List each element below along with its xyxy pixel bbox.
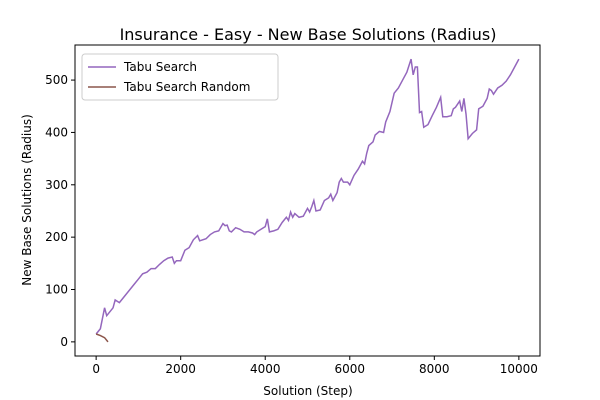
x-tick-label: 2000: [165, 362, 196, 376]
y-tick-label: 100: [45, 283, 68, 297]
legend-label: Tabu Search Random: [123, 80, 250, 94]
y-axis-label: New Base Solutions (Radius): [20, 114, 34, 286]
y-tick-label: 400: [45, 125, 68, 139]
x-tick-label: 6000: [334, 362, 365, 376]
chart-title: Insurance - Easy - New Base Solutions (R…: [120, 25, 497, 44]
y-tick-label: 0: [60, 335, 68, 349]
x-tick-label: 8000: [419, 362, 450, 376]
x-axis-label: Solution (Step): [263, 384, 352, 398]
x-tick-label: 0: [92, 362, 100, 376]
plot-frame: [74, 44, 541, 357]
x-tick-label: 4000: [250, 362, 281, 376]
y-tick-label: 300: [45, 178, 68, 192]
line-series: [95, 58, 520, 335]
legend-label: Tabu Search: [123, 60, 197, 74]
legend-box: [81, 53, 279, 101]
y-tick-label: 500: [45, 73, 68, 87]
x-tick-label: 10000: [500, 362, 538, 376]
y-tick-label: 200: [45, 230, 68, 244]
line-series: [95, 333, 109, 343]
